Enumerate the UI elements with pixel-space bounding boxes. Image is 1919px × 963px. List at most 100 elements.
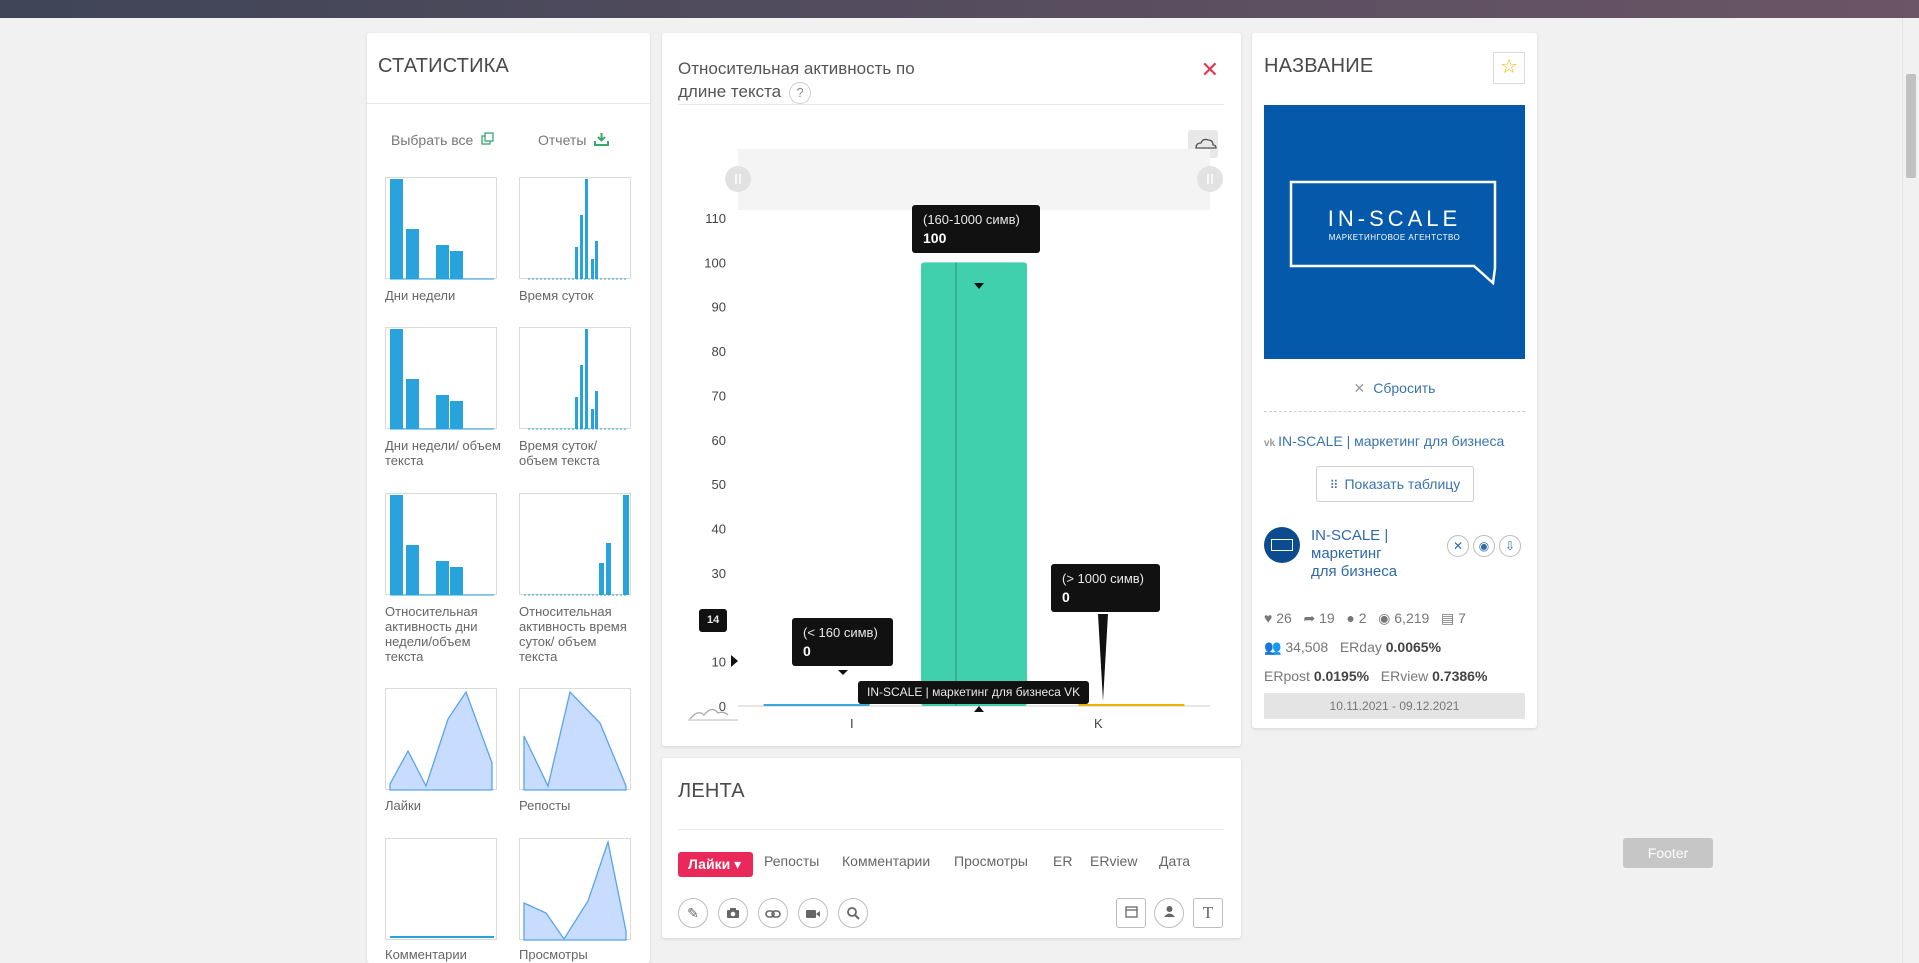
likes-mini-chart	[389, 690, 493, 791]
thumb-weekdays-label: Дни недели	[385, 288, 456, 303]
user-filter-button[interactable]	[1154, 898, 1184, 928]
profile-panel: НАЗВАНИЕ ☆ IN-SCALE МАРКЕТИНГОВОЕ АГЕНТС…	[1252, 33, 1537, 728]
thumb-reposts[interactable]	[519, 688, 631, 791]
y-tick-label: 50	[712, 477, 726, 492]
thumb-comments[interactable]	[385, 838, 497, 940]
followers-count: 34,508	[1285, 639, 1329, 655]
thumb-relative-weekdays[interactable]	[385, 493, 497, 596]
bar-0[interactable]	[763, 704, 870, 706]
search-button[interactable]	[838, 898, 868, 928]
filter-text-button[interactable]: ✎	[678, 898, 708, 928]
view-profile-button[interactable]: ◉	[1473, 535, 1495, 557]
erpost-value: 0.0195%	[1313, 668, 1370, 684]
stats-row-3: ERpost 0.0195% ERview 0.7386%	[1264, 668, 1487, 684]
bar-chart: 0102030405060708090100110 IK	[688, 130, 1223, 731]
close-icon[interactable]: ✕	[1200, 57, 1219, 82]
statistics-title: СТАТИСТИКА	[378, 55, 510, 77]
dashed-divider	[1264, 411, 1525, 412]
reports-link[interactable]: Отчеты	[538, 132, 610, 148]
thumb-views[interactable]	[519, 838, 631, 941]
erview-label: ERview	[1380, 668, 1429, 684]
views-count: 6,219	[1394, 610, 1430, 626]
select-all-link[interactable]: Выбрать все	[391, 132, 495, 148]
copy-icon	[481, 132, 494, 145]
reposts-count: 19	[1319, 610, 1335, 626]
footer-button[interactable]: Footer	[1623, 838, 1713, 868]
link-icon	[765, 910, 781, 918]
calendar-icon	[1124, 906, 1138, 918]
divider	[367, 103, 650, 104]
tab-er[interactable]: ER	[1053, 853, 1073, 869]
comments-mini-chart	[390, 936, 494, 938]
text-format-button[interactable]: T	[1193, 898, 1223, 928]
show-table-button[interactable]: ⠿ Показать таблицу	[1316, 466, 1474, 502]
profile-name[interactable]: IN-SCALE | маркетинг для бизнеса	[1311, 527, 1398, 580]
comment-icon: ●	[1346, 610, 1355, 626]
y-tick-label: 90	[712, 300, 726, 315]
logo-frame	[1289, 180, 1497, 286]
eye-icon: ◉	[1378, 610, 1391, 626]
thumb-likes[interactable]	[385, 688, 497, 791]
erday-value: 0.0065%	[1385, 639, 1442, 655]
profile-panel-title: НАЗВАНИЕ	[1264, 55, 1374, 77]
avatar[interactable]	[1264, 527, 1300, 563]
axis-hover-flag: 14	[699, 609, 728, 632]
tooltip-mid-value: 100	[923, 230, 947, 246]
feed-title: ЛЕНТА	[678, 780, 745, 802]
thumb-time-text-volume-label: Время суток/ объем текста	[519, 438, 600, 468]
tooltip-mid-category: (160-1000 симв)	[923, 212, 1020, 227]
share-icon: ➦	[1303, 610, 1316, 626]
weekdays-text-mini-chart	[390, 329, 494, 430]
tab-date[interactable]: Дата	[1159, 853, 1191, 869]
star-icon[interactable]: ☆	[1493, 52, 1525, 84]
calendar-button[interactable]	[1116, 898, 1146, 928]
tab-likes[interactable]: Лайки ▾	[678, 852, 753, 877]
range-handle-right[interactable]	[1197, 166, 1223, 192]
page-scrollbar[interactable]	[1902, 18, 1919, 963]
eye-icon: ◉	[1478, 539, 1490, 553]
tab-reposts[interactable]: Репосты	[764, 853, 820, 869]
remove-profile-button[interactable]: ✕	[1447, 535, 1469, 557]
scrollbar-thumb[interactable]	[1906, 74, 1916, 178]
axis-flag-pointer	[731, 655, 738, 667]
y-tick-label: 110	[705, 211, 726, 226]
thumb-time-of-day[interactable]	[519, 177, 631, 280]
bar-2[interactable]	[1078, 704, 1185, 706]
caret-down-icon: ▾	[734, 856, 742, 872]
vk-link-label: IN-SCALE | маркетинг для бизнеса	[1278, 433, 1505, 449]
help-icon[interactable]: ?	[789, 82, 812, 104]
followers-icon: 👥	[1264, 639, 1282, 655]
tab-comments[interactable]: Комментарии	[842, 853, 931, 869]
filter-photo-button[interactable]	[718, 898, 748, 928]
tab-erview[interactable]: ERview	[1090, 853, 1138, 869]
bar-1[interactable]	[921, 262, 1027, 706]
thumb-time-text-volume[interactable]	[519, 327, 631, 430]
tooltip-right: (> 1000 симв) 0	[1051, 564, 1160, 612]
range-handle-left[interactable]	[725, 166, 751, 192]
tab-likes-label: Лайки	[688, 856, 731, 872]
thumb-weekdays-text-volume-label: Дни недели/ объем текста	[385, 438, 501, 468]
posts-count: 7	[1458, 610, 1466, 626]
thumb-relative-time[interactable]	[519, 493, 631, 596]
range-navigator[interactable]	[738, 149, 1210, 210]
thumb-weekdays[interactable]	[385, 177, 497, 280]
tooltip-left-pointer	[838, 670, 848, 675]
vk-icon: vk	[1264, 438, 1276, 449]
x-axis-label-right-fragment: K	[1094, 716, 1103, 731]
axis-hover-value: 14	[707, 614, 720, 626]
filter-link-button[interactable]	[758, 898, 788, 928]
feed-panel: ЛЕНТА Лайки ▾ Репосты Комментарии Просмо…	[662, 758, 1241, 938]
x-tooltip-pointer	[974, 706, 984, 712]
tooltip-right-value: 0	[1062, 589, 1070, 605]
avatar-logo	[1271, 539, 1293, 551]
tab-views[interactable]: Просмотры	[954, 853, 1028, 869]
thumb-weekdays-text-volume[interactable]	[385, 327, 497, 430]
top-bar	[0, 0, 1919, 18]
erpost-label: ERpost	[1264, 668, 1310, 684]
download-profile-button[interactable]: ⇩	[1499, 535, 1521, 557]
filter-video-button[interactable]	[798, 898, 828, 928]
reset-button[interactable]: ✕ Сбросить	[1252, 380, 1537, 397]
chart-divider	[678, 104, 1224, 105]
vk-community-link[interactable]: vk IN-SCALE | маркетинг для бизнеса	[1264, 433, 1504, 449]
date-range: 10.11.2021 - 09.12.2021	[1264, 693, 1525, 719]
